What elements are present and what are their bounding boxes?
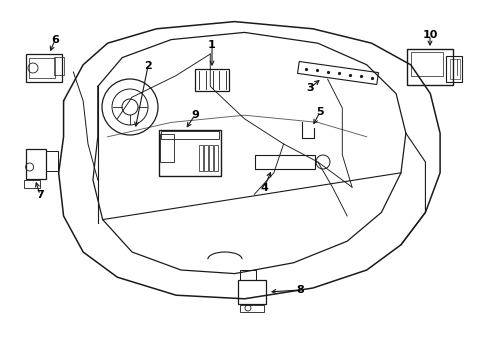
Bar bbox=[25, 149, 46, 179]
Bar bbox=[297, 62, 378, 85]
Bar bbox=[161, 131, 219, 139]
Text: 7: 7 bbox=[36, 190, 44, 200]
Text: 5: 5 bbox=[316, 107, 323, 117]
Text: 10: 10 bbox=[422, 30, 437, 40]
Bar bbox=[214, 145, 218, 171]
Text: 8: 8 bbox=[296, 285, 303, 295]
Text: 6: 6 bbox=[51, 35, 59, 45]
Bar bbox=[240, 305, 264, 311]
Bar bbox=[203, 145, 207, 171]
Text: 1: 1 bbox=[208, 40, 215, 50]
Bar bbox=[159, 130, 221, 176]
Bar bbox=[240, 270, 256, 280]
Bar bbox=[195, 69, 228, 91]
Bar bbox=[160, 134, 174, 162]
Bar bbox=[29, 58, 55, 78]
Bar bbox=[238, 280, 265, 304]
Bar bbox=[26, 54, 62, 82]
Bar bbox=[406, 49, 452, 85]
Bar bbox=[449, 59, 459, 79]
Bar bbox=[54, 57, 64, 75]
Bar bbox=[208, 145, 213, 171]
Bar bbox=[199, 145, 203, 171]
Bar bbox=[24, 180, 40, 188]
Bar bbox=[410, 52, 442, 76]
Bar bbox=[445, 56, 461, 82]
Text: 4: 4 bbox=[260, 183, 267, 193]
Text: 2: 2 bbox=[144, 61, 152, 71]
Text: 3: 3 bbox=[305, 83, 313, 93]
Bar bbox=[254, 155, 314, 169]
Bar bbox=[46, 151, 58, 171]
Text: 9: 9 bbox=[191, 110, 199, 120]
